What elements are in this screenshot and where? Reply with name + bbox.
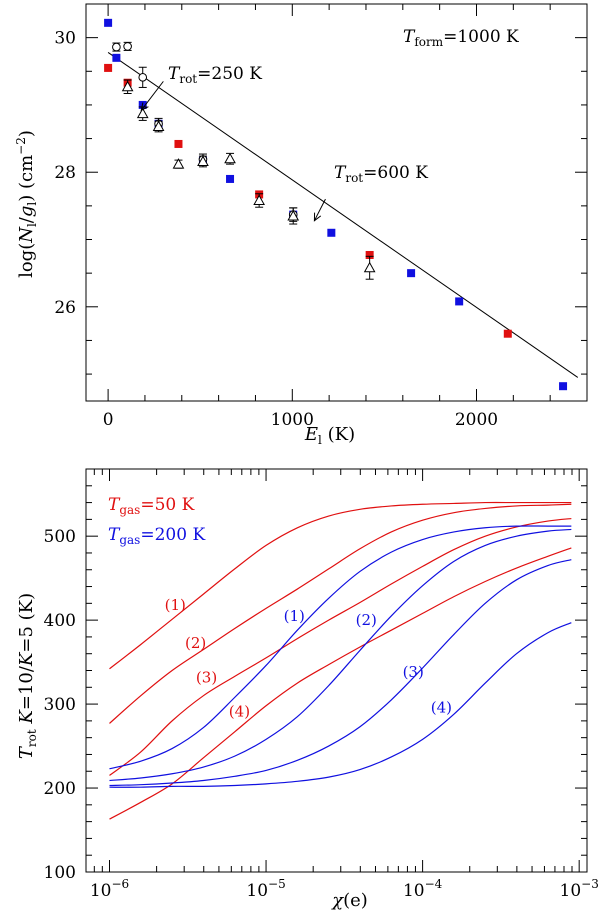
- curve-label: (3): [196, 668, 217, 686]
- annotation-arrows: [140, 81, 326, 222]
- data-point-circle: [112, 42, 121, 52]
- x-tick-label: 0: [103, 410, 114, 430]
- y-tick-label: 300: [44, 695, 76, 715]
- data-point-triangle: [224, 152, 236, 164]
- data-point-triangle: [121, 80, 134, 92]
- y-tick-label: 500: [44, 527, 76, 547]
- data-point-triangle: [172, 158, 185, 169]
- model-curves: [109, 501, 572, 820]
- top-x-axis-label: El (K): [304, 424, 355, 447]
- data-point-square: [559, 382, 568, 391]
- curve-200-k-4: [109, 622, 572, 788]
- data-point-square: [112, 53, 121, 62]
- top-y-axis-label: log(Nl/gl) (cm−2): [14, 130, 39, 278]
- x-tick-label: 10−6: [90, 877, 129, 901]
- data-point-circle: [138, 73, 148, 82]
- curve-200-k-2: [109, 528, 572, 782]
- curve-label: (1): [284, 607, 305, 625]
- curve-label: (1): [165, 596, 186, 614]
- curve-label: (3): [403, 663, 424, 681]
- legend-tgas-50: Tgas=50 K: [108, 495, 195, 517]
- trot-vs-chi-panel: 10−6 10−5 10−4 10−3 100 200 300 400 500 (1) (2) (3…: [16, 468, 599, 911]
- curve-200-k-3: [109, 559, 572, 787]
- fit-line-group: [107, 52, 579, 378]
- data-point-square: [104, 63, 113, 72]
- x-tick-label: 1000: [271, 410, 314, 430]
- x-tick-label: 10−3: [560, 877, 599, 901]
- data-point-square: [174, 139, 183, 148]
- y-tick-label: 100: [44, 863, 76, 883]
- curve-50-k-1: [109, 501, 572, 670]
- y-tick-label: 26: [54, 298, 76, 318]
- curve-200-k-1: [109, 525, 572, 770]
- tform-annotation: Tform=1000 K: [403, 27, 519, 49]
- curve-label: (4): [229, 703, 250, 721]
- data-point-triangle: [363, 261, 376, 273]
- data-point-square: [327, 228, 336, 237]
- curve-label: (2): [356, 611, 377, 629]
- data-point-square: [407, 269, 416, 278]
- y-tick-label: 400: [44, 611, 76, 631]
- x-tick-label: 2000: [455, 410, 498, 430]
- data-point-square: [226, 174, 235, 183]
- curve-50-k-2: [109, 503, 572, 724]
- curve-50-k-4: [109, 547, 572, 820]
- y-tick-label: 28: [54, 163, 76, 183]
- top-plot-frame: [85, 3, 588, 402]
- data-point-square: [455, 297, 464, 306]
- data-point-triangle: [152, 120, 165, 131]
- top-data-marks: [104, 18, 568, 391]
- curve-label: (2): [185, 634, 206, 652]
- bottom-x-axis-label: χ(e): [330, 890, 368, 911]
- data-point-triangle: [197, 155, 209, 166]
- y-tick-label: 30: [54, 29, 76, 49]
- trot-250-arrow: [140, 81, 164, 112]
- curve-50-k-3: [109, 517, 572, 776]
- data-point-square: [365, 250, 374, 259]
- data-point-triangle: [136, 107, 149, 119]
- trot-600-arrow: [313, 198, 326, 222]
- bottom-axis-ticks: 10−6 10−5 10−4 10−3 100 200 300 400 500: [44, 468, 599, 901]
- bottom-y-axis-label: Trot K=10/K=5 (K): [16, 593, 39, 759]
- curve-label: (4): [431, 698, 452, 716]
- x-tick-label: 10−4: [403, 877, 443, 901]
- trot-600-annotation: Trot=600 K: [334, 163, 428, 185]
- curve-labels: (1) (2) (3) (4) (1) (2) (3) (4): [165, 596, 452, 721]
- y-tick-label: 200: [44, 779, 76, 799]
- top-axis-ticks: 0 1000 2000 26 28 30: [54, 3, 588, 430]
- x-tick-label: 10−5: [246, 877, 285, 901]
- data-point-square: [104, 18, 113, 27]
- fit-line: [107, 52, 579, 378]
- legend-tgas-200: Tgas=200 K: [108, 525, 205, 547]
- data-point-triangle: [253, 194, 265, 205]
- trot-250-annotation: Trot=250 K: [168, 64, 262, 86]
- data-point-square: [503, 329, 512, 338]
- data-point-triangle: [287, 209, 300, 221]
- data-point-circle: [123, 42, 132, 51]
